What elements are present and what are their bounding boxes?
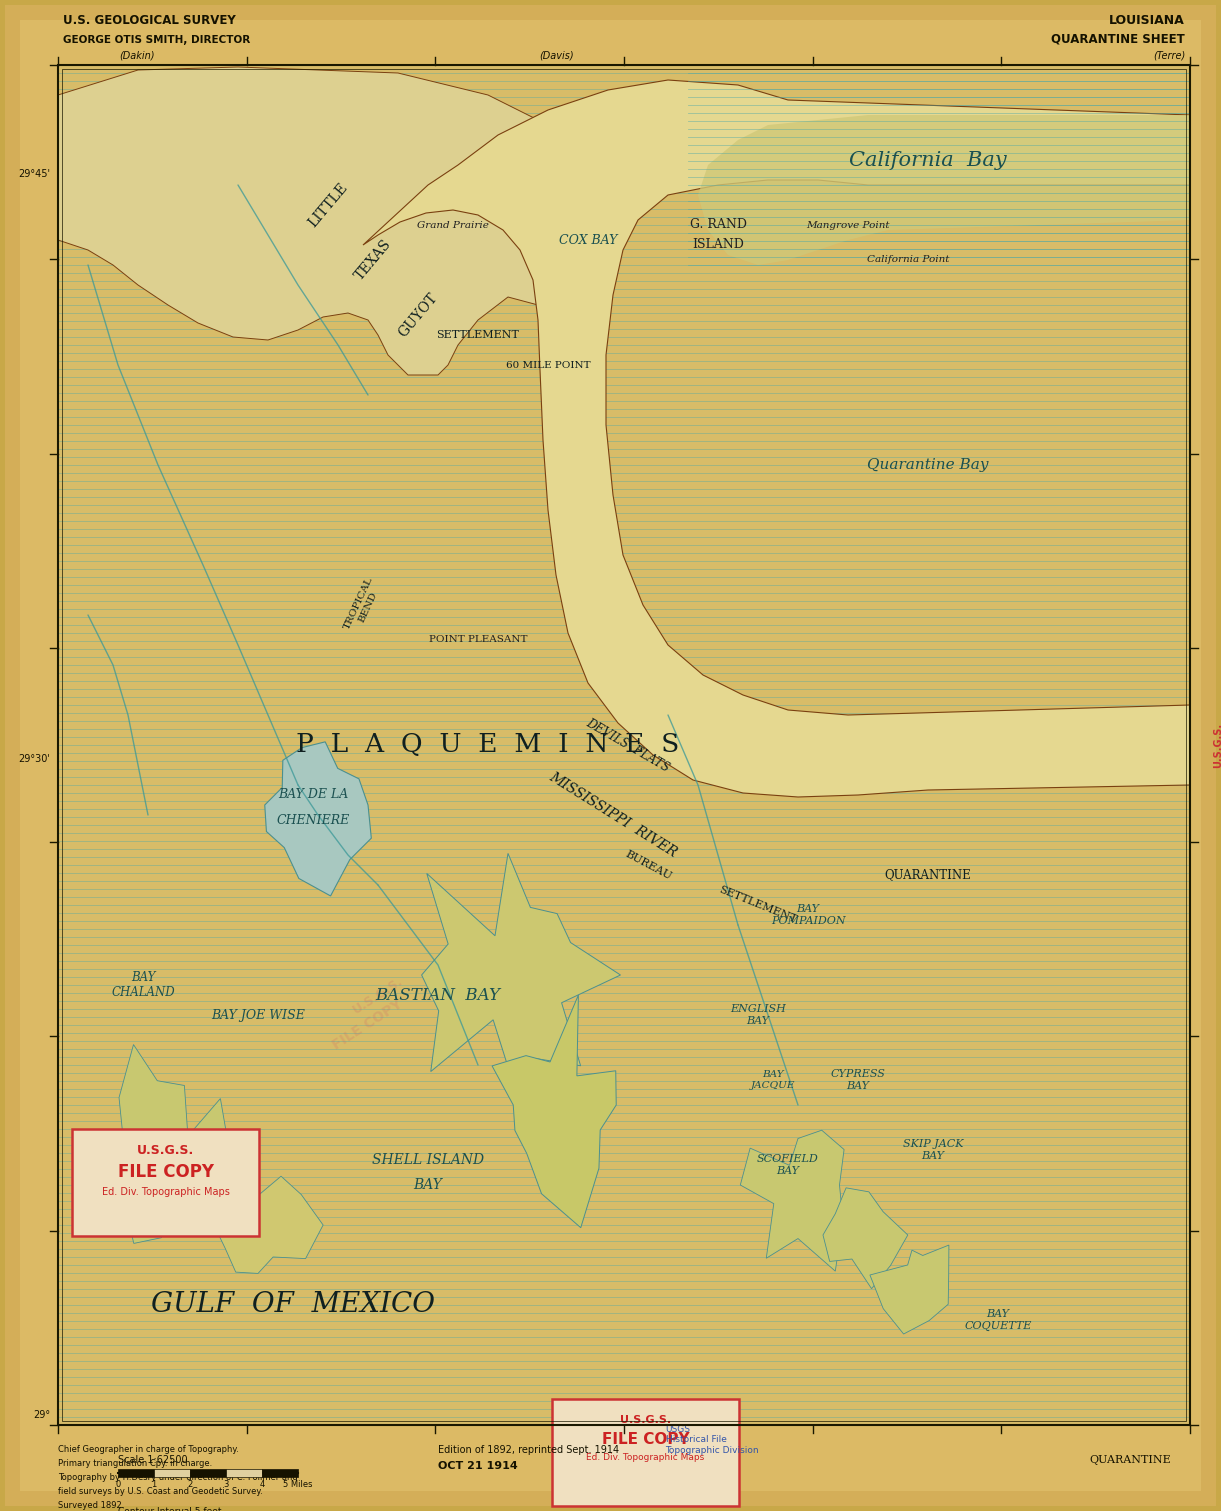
Text: LITTLE: LITTLE (305, 180, 350, 230)
Text: 0: 0 (115, 1479, 121, 1488)
Polygon shape (118, 1044, 188, 1244)
Text: SHELL ISLAND: SHELL ISLAND (372, 1153, 484, 1166)
Text: Chief Geographer in charge of Topography.: Chief Geographer in charge of Topography… (59, 1445, 239, 1454)
Polygon shape (214, 1176, 324, 1274)
Text: ENGLISH
BAY: ENGLISH BAY (730, 1005, 786, 1026)
Text: (Davis): (Davis) (538, 50, 574, 60)
Text: Ed. Div. Topographic Maps: Ed. Div. Topographic Maps (586, 1454, 705, 1463)
Text: BAY
CHALAND: BAY CHALAND (111, 972, 175, 999)
Text: LOUISIANA: LOUISIANA (1109, 14, 1186, 27)
Text: G. RAND: G. RAND (690, 219, 746, 231)
Text: 1: 1 (151, 1479, 156, 1488)
Text: U.S.G.S.: U.S.G.S. (1212, 722, 1221, 768)
Text: Contour Interval 5 feet.: Contour Interval 5 feet. (118, 1506, 225, 1511)
Text: 29°: 29° (33, 1410, 50, 1420)
Text: BAY: BAY (414, 1179, 442, 1192)
Polygon shape (639, 65, 1190, 264)
Text: (Dakin): (Dakin) (120, 50, 155, 60)
Text: OCT 21 1914: OCT 21 1914 (438, 1461, 518, 1472)
Text: P  L  A  Q  U  E  M  I  N  E  S: P L A Q U E M I N E S (297, 733, 680, 757)
Text: California Point: California Point (867, 255, 949, 264)
Text: 60 MILE POINT: 60 MILE POINT (505, 361, 590, 370)
Text: Surveyed 1892.: Surveyed 1892. (59, 1500, 125, 1509)
Text: DEVILS  FLATS: DEVILS FLATS (584, 716, 672, 774)
Text: USGS
Historical File
Topographic Division: USGS Historical File Topographic Divisio… (665, 1425, 759, 1455)
Text: SETTLEMENT: SETTLEMENT (718, 885, 799, 925)
Bar (62, 70, 1186, 1420)
Text: Mangrove Point: Mangrove Point (806, 221, 890, 230)
Bar (154, 1469, 190, 1476)
Text: 2: 2 (187, 1479, 193, 1488)
Bar (226, 1469, 263, 1476)
FancyBboxPatch shape (552, 1399, 739, 1506)
Polygon shape (421, 854, 620, 1071)
Text: Quarantine Bay: Quarantine Bay (867, 458, 989, 471)
Text: U.S.G.S.: U.S.G.S. (350, 975, 405, 1015)
Text: GEORGE OTIS SMITH, DIRECTOR: GEORGE OTIS SMITH, DIRECTOR (63, 35, 250, 45)
Text: BAY
COQUETTE: BAY COQUETTE (965, 1309, 1032, 1331)
Text: ISLAND: ISLAND (692, 239, 744, 251)
Text: U.S.G.S.: U.S.G.S. (137, 1144, 194, 1156)
Text: GUYOT: GUYOT (396, 290, 441, 340)
Polygon shape (363, 80, 1190, 796)
Text: U.S. GEOLOGICAL SURVEY: U.S. GEOLOGICAL SURVEY (63, 14, 236, 27)
Text: 4: 4 (259, 1479, 265, 1488)
Text: QUARANTINE SHEET: QUARANTINE SHEET (1051, 32, 1186, 45)
Polygon shape (869, 1245, 949, 1334)
Text: Grand Prairie: Grand Prairie (418, 221, 488, 230)
Text: SETTLEMENT: SETTLEMENT (437, 329, 519, 340)
Text: field surveys by U.S. Coast and Geodetic Survey.: field surveys by U.S. Coast and Geodetic… (59, 1487, 263, 1496)
Text: 29°45': 29°45' (18, 169, 50, 178)
Text: BAY JOE WISE: BAY JOE WISE (211, 1008, 305, 1021)
Polygon shape (740, 1130, 844, 1271)
Text: Edition of 1892, reprinted Sept. 1914: Edition of 1892, reprinted Sept. 1914 (438, 1445, 619, 1455)
Polygon shape (59, 66, 603, 375)
Polygon shape (823, 1188, 907, 1289)
Polygon shape (492, 996, 617, 1228)
Bar (118, 1469, 154, 1476)
Text: TROPICAL
BEND: TROPICAL BEND (342, 576, 383, 635)
Text: QUARANTINE: QUARANTINE (885, 869, 972, 881)
Text: TEXAS: TEXAS (352, 237, 394, 283)
Text: SKIP JACK
BAY: SKIP JACK BAY (902, 1139, 963, 1160)
Text: Scale 1:62500: Scale 1:62500 (118, 1455, 188, 1466)
Polygon shape (154, 1098, 242, 1225)
Text: QUARANTINE: QUARANTINE (1089, 1455, 1171, 1466)
Text: 29°30': 29°30' (18, 754, 50, 763)
Bar (190, 1469, 226, 1476)
FancyBboxPatch shape (72, 1129, 259, 1236)
Text: BUREAU: BUREAU (623, 849, 673, 881)
Text: Primary triangulation Cpy. in charge.: Primary triangulation Cpy. in charge. (59, 1460, 212, 1469)
Text: MISSISSIPPI  RIVER: MISSISSIPPI RIVER (547, 771, 679, 860)
Text: CHENIERE: CHENIERE (276, 813, 349, 827)
Text: U.S.G.S.: U.S.G.S. (620, 1414, 672, 1425)
Text: FILE COPY: FILE COPY (602, 1432, 690, 1448)
Text: FILE COPY: FILE COPY (331, 997, 405, 1053)
Text: COX BAY: COX BAY (559, 234, 617, 246)
Text: BAY
JACQUE: BAY JACQUE (751, 1070, 795, 1089)
Text: 5 Miles: 5 Miles (283, 1479, 313, 1488)
Text: Ed. Div. Topographic Maps: Ed. Div. Topographic Maps (101, 1188, 230, 1197)
Text: GULF  OF  MEXICO: GULF OF MEXICO (151, 1292, 435, 1319)
Text: SCOFIELD
BAY: SCOFIELD BAY (757, 1154, 819, 1176)
Text: 3: 3 (223, 1479, 228, 1488)
Text: BAY DE LA: BAY DE LA (278, 789, 348, 801)
Polygon shape (265, 742, 371, 896)
Text: POINT PLEASANT: POINT PLEASANT (429, 636, 527, 645)
Text: Topography by H.Desry under direction of C. Follmer and: Topography by H.Desry under direction of… (59, 1473, 298, 1482)
Text: BASTIAN  BAY: BASTIAN BAY (376, 987, 501, 1003)
Text: FILE COPY: FILE COPY (117, 1163, 214, 1182)
Text: CYPRESS
BAY: CYPRESS BAY (830, 1070, 885, 1091)
Text: (Terre): (Terre) (1153, 50, 1186, 60)
Bar (263, 1469, 298, 1476)
Text: California  Bay: California Bay (849, 151, 1007, 169)
Text: BAY
POMPAIDON: BAY POMPAIDON (770, 904, 845, 926)
